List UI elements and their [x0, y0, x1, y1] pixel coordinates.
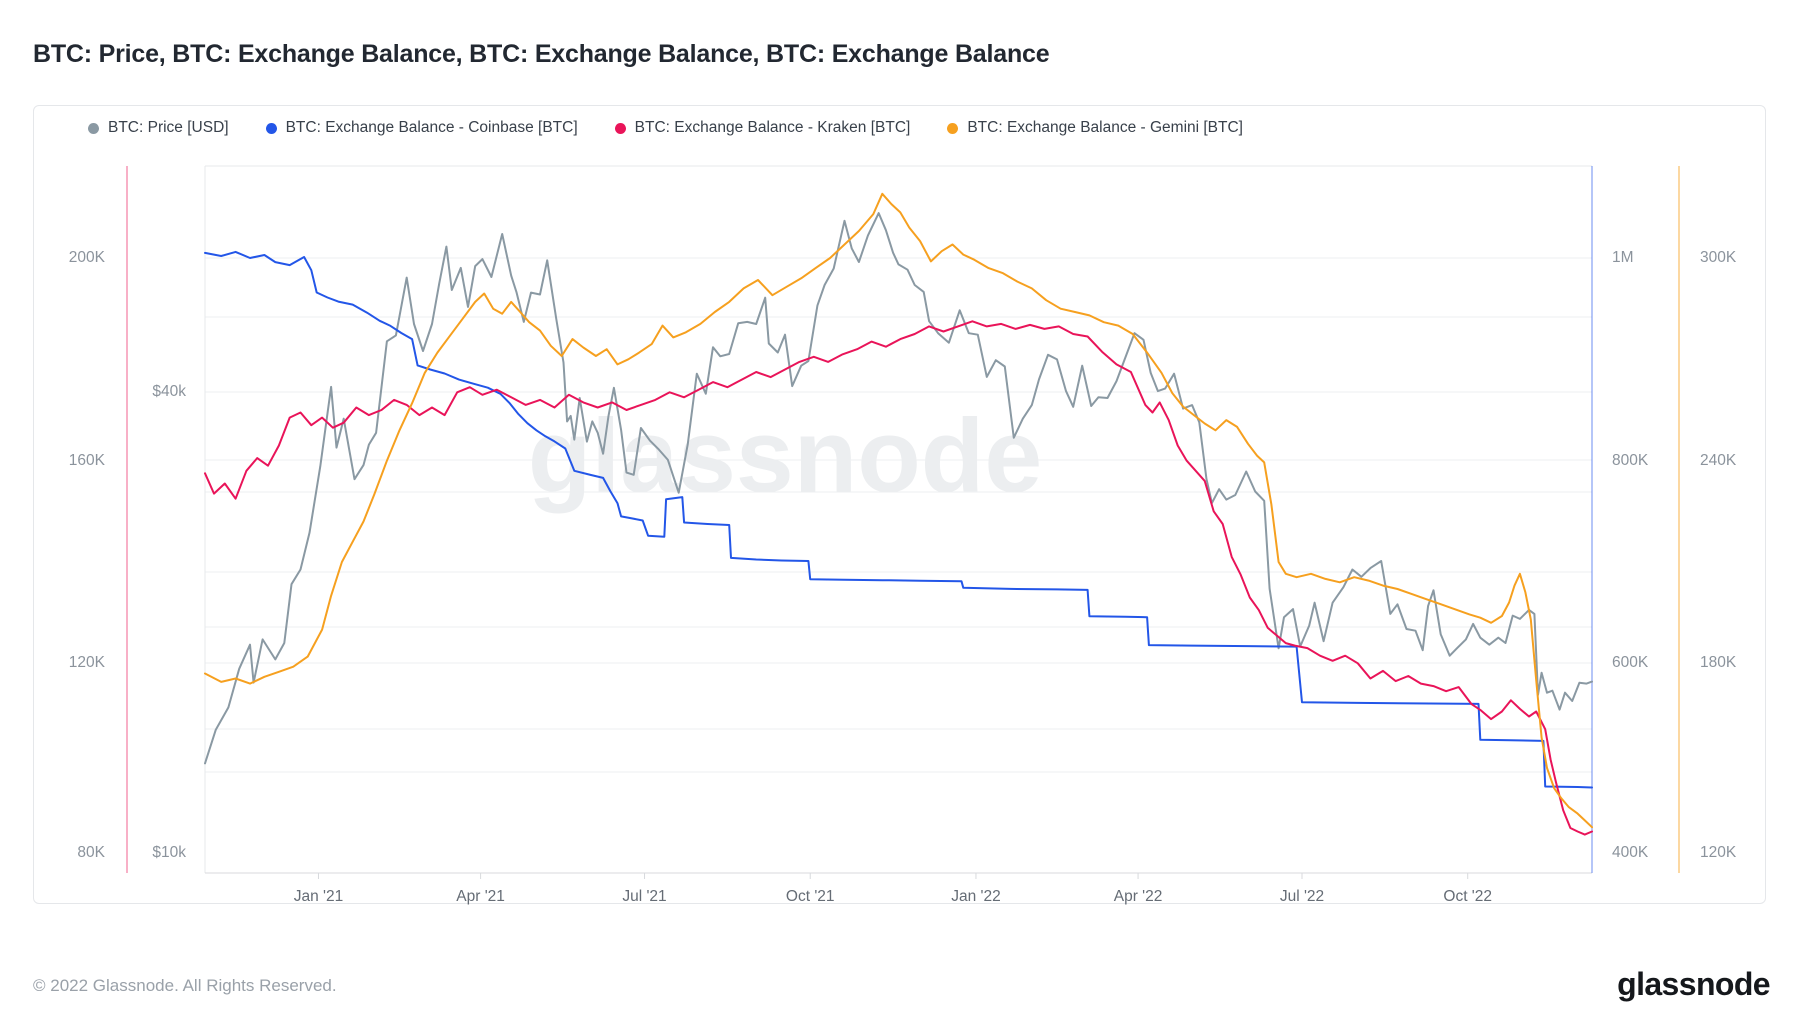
legend-dot-icon: [947, 122, 959, 134]
kraken-balance-tick-label: 120K: [68, 654, 105, 672]
gemini-balance-tick-label: 120K: [1700, 844, 1737, 861]
x-axis-tick-label: Jan '22: [951, 888, 1001, 905]
kraken-balance-tick-label: 200K: [68, 249, 105, 266]
legend-label: BTC: Exchange Balance - Kraken [BTC]: [634, 119, 911, 136]
x-axis-tick-label: Apr '21: [456, 888, 505, 905]
series-line-price: [204, 212, 1593, 765]
gemini-balance-tick-label: 240K: [1700, 451, 1737, 469]
x-axis-tick-label: Jan '21: [293, 888, 344, 905]
x-axis-tick-label: Jul '22: [1279, 888, 1325, 905]
coinbase-balance-tick-label: 1M: [1612, 249, 1634, 266]
legend-item-1[interactable]: BTC: Exchange Balance - Coinbase [BTC]: [265, 119, 578, 137]
legend-item-2[interactable]: BTC: Exchange Balance - Kraken [BTC]: [614, 119, 911, 137]
coinbase-balance-tick-label: 800K: [1612, 451, 1649, 469]
coinbase-balance-tick-label: 400K: [1612, 844, 1649, 861]
legend-label: BTC: Price [USD]: [108, 119, 229, 136]
gemini-balance-tick-label: 180K: [1700, 654, 1737, 672]
page-title: BTC: Price, BTC: Exchange Balance, BTC: …: [33, 40, 1050, 68]
legend-label: BTC: Exchange Balance - Gemini [BTC]: [967, 119, 1243, 136]
legend-dot-icon: [265, 122, 277, 134]
coinbase-balance-tick-label: 600K: [1612, 654, 1649, 672]
price-usd-tick-label: $40k: [152, 383, 186, 400]
legend-label: BTC: Exchange Balance - Coinbase [BTC]: [285, 119, 578, 136]
price-usd-tick-label: $10k: [152, 844, 186, 861]
legend-dot-icon: [614, 122, 626, 134]
chart-legend: BTC: Price [USD] BTC: Exchange Balance - …: [88, 119, 1243, 137]
series-line-coinbase: [204, 250, 1593, 789]
legend-item-3[interactable]: BTC: Exchange Balance - Gemini [BTC]: [947, 119, 1243, 137]
glassnode-logo: glassnode: [1617, 966, 1770, 1002]
gemini-balance-tick-label: 300K: [1700, 249, 1737, 266]
kraken-balance-tick-label: 80K: [77, 844, 105, 861]
x-axis-tick-label: Apr '22: [1113, 888, 1163, 905]
legend-item-0[interactable]: BTC: Price [USD]: [88, 119, 229, 137]
series-line-gemini: [204, 192, 1593, 829]
kraken-balance-tick-label: 160K: [68, 451, 105, 469]
series-line-kraken: [204, 320, 1593, 836]
chart-panel: [33, 105, 1766, 904]
legend-dot-icon: [88, 122, 99, 134]
x-axis-tick-label: Jul '21: [622, 888, 667, 905]
x-axis-tick-label: Oct '22: [1443, 888, 1493, 905]
x-axis-tick-label: Oct '21: [785, 888, 835, 905]
footer-copyright: © 2022 Glassnode. All Rights Reserved.: [33, 976, 337, 995]
